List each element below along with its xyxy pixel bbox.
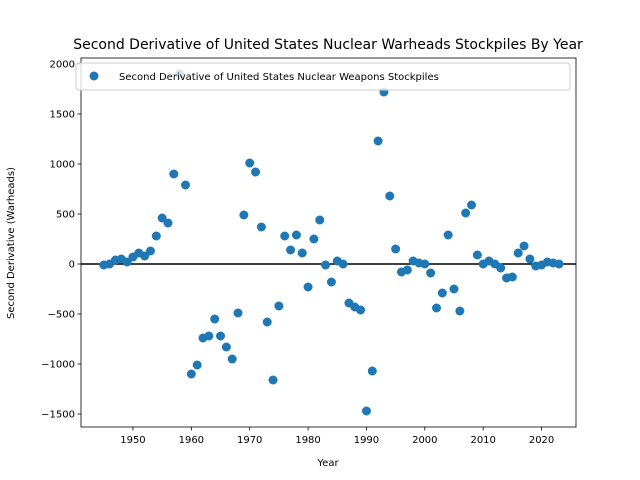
x-tick-label: 1990 [354,435,379,446]
data-point [467,200,477,210]
data-point [239,210,249,220]
x-tick-label: 1960 [179,435,204,446]
x-tick-label: 1970 [237,435,262,446]
data-point [420,259,430,269]
data-point [163,218,173,228]
data-point [326,277,336,287]
y-tick-label: 500 [56,210,75,221]
data-point [315,215,325,225]
data-point [192,360,202,370]
x-tick-label: 1950 [120,435,145,446]
data-point [245,158,255,168]
x-tick-label: 2020 [529,435,554,446]
data-point [251,167,261,177]
data-point [385,191,395,201]
y-tick-label: −500 [48,310,75,321]
data-point [204,331,214,341]
y-tick-label: 1500 [50,110,75,121]
legend: Second Derivative of United States Nucle… [75,62,571,91]
data-point [157,213,167,223]
legend-marker [89,71,99,81]
data-point [140,251,150,261]
data-point [472,250,482,260]
data-point [461,208,471,218]
data-point [449,284,459,294]
data-point [426,268,436,278]
y-tick-label: 1000 [50,160,75,171]
data-point [338,259,348,269]
data-point [356,305,366,315]
data-point [221,342,231,352]
data-point [513,248,523,258]
data-point [373,136,383,146]
data-point [233,308,243,318]
data-point [180,180,190,190]
data-point [186,369,196,379]
data-point [145,246,155,256]
legend-box [75,62,571,91]
data-point [210,314,220,324]
data-point [216,331,226,341]
data-point [361,406,371,416]
y-tick-label: −1500 [41,410,75,421]
data-point [437,288,447,298]
data-point [507,272,517,282]
data-point [554,259,564,269]
data-point [303,282,313,292]
x-tick-label: 2010 [470,435,495,446]
chart-title: Second Derivative of United States Nucle… [73,37,583,53]
data-point [169,169,179,179]
data-point [321,260,331,270]
y-tick-label: 0 [69,260,75,271]
data-point [227,354,237,364]
x-tick-label: 1980 [295,435,320,446]
data-point [286,245,296,255]
y-tick-label: −1000 [41,360,75,371]
data-point [297,248,307,258]
data-point [455,306,465,316]
data-point [519,241,529,251]
y-axis-label: Second Derivative (Warheads) [6,167,17,319]
data-point [402,265,412,275]
data-point [309,234,319,244]
plot-area: 1950 1960 1970 1980 1990 2000 2010 2020 −1500 −10… [41,57,577,446]
data-point [431,303,441,313]
data-point [525,254,535,264]
x-axis-label: Year [316,458,339,469]
data-point [291,230,301,240]
data-point [443,230,453,240]
legend-label: Second Derivative of United States Nucle… [119,72,439,83]
x-tick-label: 2000 [412,435,437,446]
data-point [367,366,377,376]
axes-frame [80,57,577,428]
data-point [256,222,266,232]
data-point [262,317,272,327]
data-point [122,257,132,267]
y-tick-label: 2000 [50,60,75,71]
data-point [268,375,278,385]
data-point [391,244,401,254]
data-point [151,231,161,241]
data-point [274,301,284,311]
data-point [280,231,290,241]
data-point [496,263,506,273]
